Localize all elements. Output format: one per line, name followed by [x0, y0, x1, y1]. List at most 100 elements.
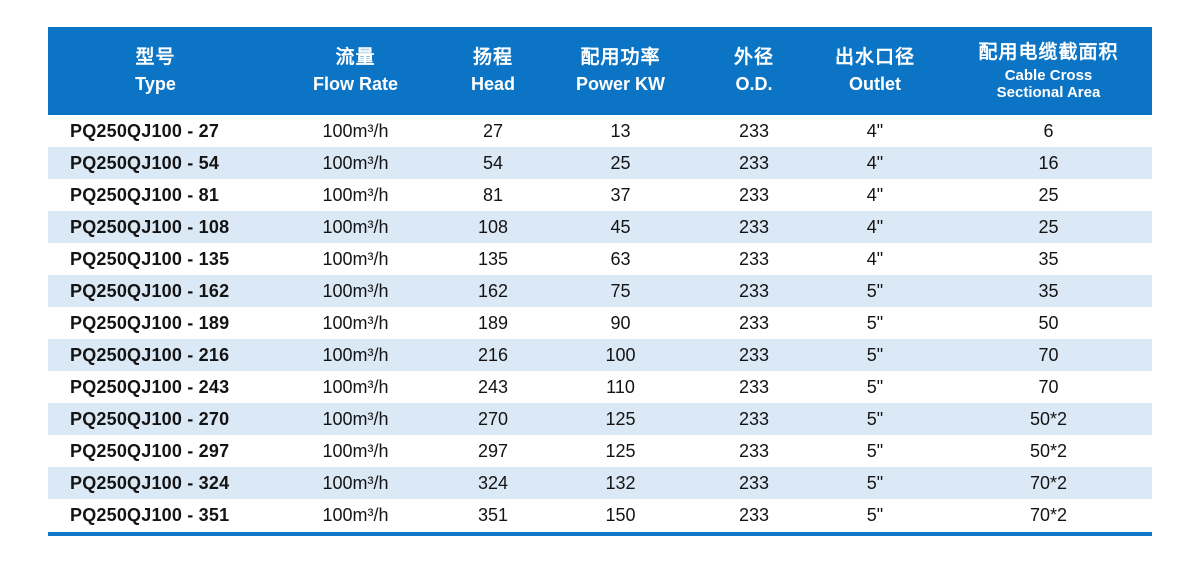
cell-outlet: 5" — [866, 280, 884, 301]
cell-power: 132 — [605, 472, 636, 493]
cell-cable: 25 — [1038, 184, 1059, 205]
cell-head: 81 — [482, 184, 504, 205]
table-row: PQ250QJ100 - 81 100m³/h 81 37 233 4" 25 — [48, 179, 1152, 211]
cell-head: 162 — [477, 280, 509, 301]
cell-outlet: 4" — [866, 248, 884, 269]
cell-flow-rate: 100m³/h — [322, 120, 389, 141]
cell-outlet: 5" — [866, 312, 884, 333]
cell-flow-rate: 100m³/h — [322, 280, 389, 301]
cell-cable: 35 — [1038, 280, 1059, 301]
cell-outlet: 5" — [866, 376, 884, 397]
cell-power: 37 — [610, 184, 631, 205]
header-power-zh: 配用功率 — [580, 47, 661, 69]
cell-od: 233 — [738, 312, 770, 333]
header-cell-type: 型号 Type — [48, 27, 263, 115]
cell-type: PQ250QJ100 - 162 — [70, 280, 230, 301]
table-row: PQ250QJ100 - 216 100m³/h 216 100 233 5" … — [48, 339, 1152, 371]
table-row: PQ250QJ100 - 270 100m³/h 270 125 233 5" … — [48, 403, 1152, 435]
header-cell-cable: 配用电缆截面积 Cable Cross Sectional Area — [945, 27, 1152, 115]
table-bottom-rule — [48, 532, 1152, 536]
cell-od: 233 — [738, 120, 770, 141]
cell-od: 233 — [738, 440, 770, 461]
cell-head: 297 — [477, 440, 509, 461]
cell-cable: 70*2 — [1029, 504, 1068, 525]
cell-flow-rate: 100m³/h — [322, 184, 389, 205]
table-row: PQ250QJ100 - 324 100m³/h 324 132 233 5" … — [48, 467, 1152, 499]
cell-head: 216 — [477, 344, 509, 365]
cell-outlet: 4" — [866, 216, 884, 237]
table-row: PQ250QJ100 - 135 100m³/h 135 63 233 4" 3… — [48, 243, 1152, 275]
cell-type: PQ250QJ100 - 189 — [70, 312, 230, 333]
header-cell-outlet: 出水口径 Outlet — [805, 27, 945, 115]
cell-od: 233 — [738, 408, 770, 429]
cell-head: 54 — [482, 152, 504, 173]
table-row: PQ250QJ100 - 108 100m³/h 108 45 233 4" 2… — [48, 211, 1152, 243]
table-body: PQ250QJ100 - 27 100m³/h 27 13 233 4" 6 P… — [48, 115, 1152, 531]
header-cell-od: 外径 O.D. — [703, 27, 805, 115]
cell-outlet: 4" — [866, 184, 884, 205]
header-flow-en: Flow Rate — [312, 74, 398, 95]
cell-power: 125 — [605, 408, 636, 429]
header-od-zh: 外径 — [733, 47, 774, 69]
cell-power: 63 — [610, 248, 631, 269]
cell-flow-rate: 100m³/h — [322, 344, 389, 365]
header-cell-power: 配用功率 Power KW — [538, 27, 703, 115]
cell-head: 108 — [477, 216, 509, 237]
cell-od: 233 — [738, 184, 770, 205]
cell-type: PQ250QJ100 - 243 — [70, 376, 230, 397]
cell-flow-rate: 100m³/h — [322, 216, 389, 237]
header-cell-head: 扬程 Head — [448, 27, 538, 115]
cell-cable: 16 — [1038, 152, 1059, 173]
cell-flow-rate: 100m³/h — [322, 440, 389, 461]
cell-power: 45 — [610, 216, 631, 237]
cell-flow-rate: 100m³/h — [322, 312, 389, 333]
header-cable-en-line1: Cable Cross — [1004, 66, 1093, 84]
cell-type: PQ250QJ100 - 351 — [70, 504, 230, 525]
cell-power: 25 — [610, 152, 631, 173]
cell-head: 270 — [477, 408, 509, 429]
cell-cable: 50*2 — [1029, 440, 1068, 461]
cell-type: PQ250QJ100 - 216 — [70, 344, 230, 365]
cell-od: 233 — [738, 216, 770, 237]
table-row: PQ250QJ100 - 162 100m³/h 162 75 233 5" 3… — [48, 275, 1152, 307]
cell-outlet: 5" — [866, 440, 884, 461]
cell-head: 243 — [477, 376, 509, 397]
cell-od: 233 — [738, 376, 770, 397]
header-outlet-zh: 出水口径 — [834, 47, 915, 69]
table-row: PQ250QJ100 - 297 100m³/h 297 125 233 5" … — [48, 435, 1152, 467]
cell-cable: 6 — [1043, 120, 1054, 141]
cell-flow-rate: 100m³/h — [322, 376, 389, 397]
header-outlet-en: Outlet — [849, 74, 901, 95]
table-row: PQ250QJ100 - 54 100m³/h 54 25 233 4" 16 — [48, 147, 1152, 179]
cell-head: 135 — [477, 248, 509, 269]
cell-od: 233 — [738, 152, 770, 173]
cell-outlet: 4" — [866, 152, 884, 173]
cell-cable: 70*2 — [1029, 472, 1068, 493]
cell-type: PQ250QJ100 - 297 — [70, 440, 230, 461]
cell-cable: 50*2 — [1029, 408, 1068, 429]
cell-power: 150 — [605, 504, 636, 525]
cell-head: 27 — [482, 120, 504, 141]
cell-outlet: 5" — [866, 472, 884, 493]
cell-cable: 70 — [1038, 344, 1059, 365]
header-flow-zh: 流量 — [335, 47, 376, 69]
cell-od: 233 — [738, 472, 770, 493]
cell-flow-rate: 100m³/h — [322, 504, 389, 525]
cell-cable: 50 — [1038, 312, 1059, 333]
header-od-en: O.D. — [735, 74, 773, 95]
cell-cable: 70 — [1038, 376, 1059, 397]
cell-type: PQ250QJ100 - 54 — [70, 152, 220, 173]
cell-outlet: 4" — [866, 120, 884, 141]
cell-power: 125 — [605, 440, 636, 461]
cell-outlet: 5" — [866, 504, 884, 525]
pump-spec-table: 型号 Type 流量 Flow Rate 扬程 Head 配用功率 Power … — [48, 27, 1152, 536]
cell-power: 75 — [610, 280, 631, 301]
cell-flow-rate: 100m³/h — [322, 472, 389, 493]
cell-type: PQ250QJ100 - 81 — [70, 184, 220, 205]
header-type-en: Type — [135, 74, 176, 95]
table-header: 型号 Type 流量 Flow Rate 扬程 Head 配用功率 Power … — [48, 27, 1152, 115]
cell-head: 351 — [477, 504, 509, 525]
header-head-zh: 扬程 — [472, 47, 513, 69]
cell-od: 233 — [738, 248, 770, 269]
cell-od: 233 — [738, 344, 770, 365]
